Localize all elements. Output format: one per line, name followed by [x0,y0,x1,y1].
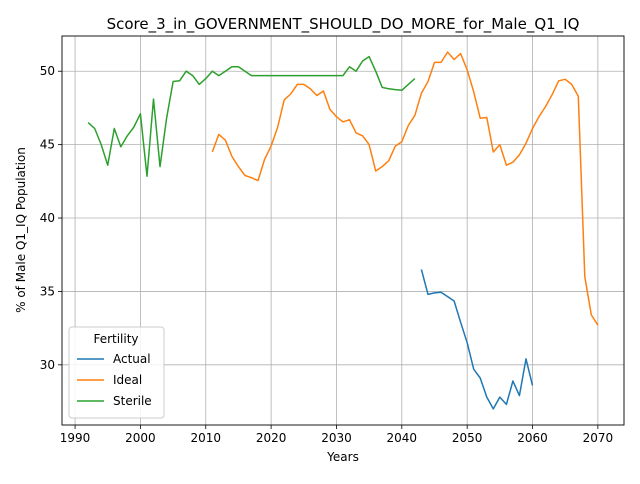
x-tick-label: 2010 [190,431,221,445]
series-line-sterile [87,55,416,177]
y-tick-label: 35 [40,284,55,298]
series-line-ideal [211,51,599,326]
y-tick-label: 40 [40,211,55,225]
x-axis-label: Years [326,450,359,464]
legend: Fertility Actual Ideal Sterile [68,326,165,419]
legend-label-sterile: Sterile [113,394,152,408]
y-tick-label: 30 [40,358,55,372]
series-line-actual [420,269,534,410]
legend-title: Fertility [93,332,138,346]
x-tick-label: 2030 [321,431,352,445]
y-tick-label: 50 [40,64,55,78]
legend-label-ideal: Ideal [113,373,142,387]
x-tick-label: 2040 [387,431,418,445]
legend-entries: Actual Ideal Sterile [77,352,152,408]
y-axis-label: % of Male Q1_IQ Population [14,147,28,313]
chart-title: Score_3_in_GOVERNMENT_SHOULD_DO_MORE_for… [107,15,580,34]
x-tick-label: 2060 [517,431,548,445]
x-tick-label: 2070 [583,431,614,445]
x-tick-label: 2050 [452,431,483,445]
x-tick-label: 2000 [125,431,156,445]
grid [62,36,624,425]
x-tick-label: 2020 [256,431,287,445]
y-tick-label: 45 [40,138,55,152]
legend-box [68,326,165,419]
x-tick-label: 1990 [60,431,91,445]
axis-ticks: 1990 2000 2010 2020 2030 2040 2050 2060 2070 30 35… [40,64,613,445]
plot-frame [61,35,625,426]
series-lines [87,51,599,410]
legend-label-actual: Actual [113,352,151,366]
